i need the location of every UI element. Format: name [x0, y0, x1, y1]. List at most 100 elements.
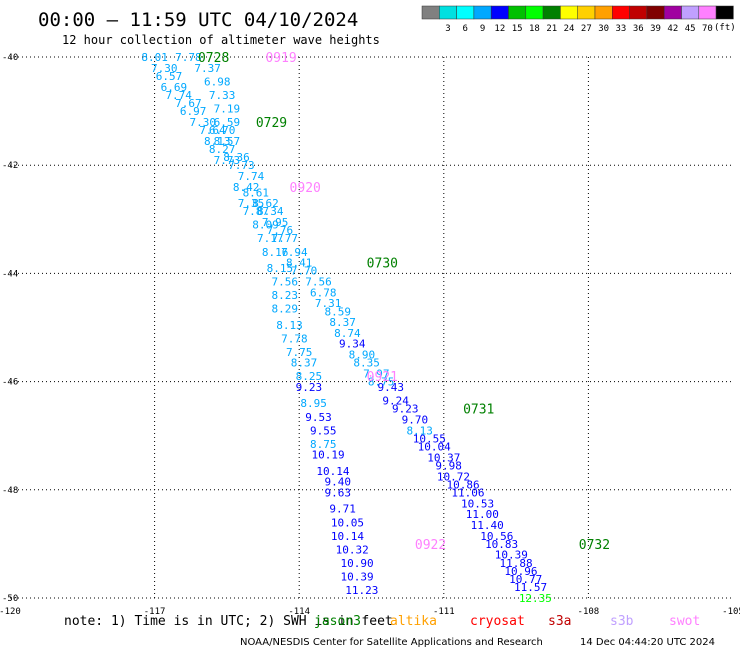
time-label: 0728	[198, 51, 229, 66]
swh-point: 7.37	[194, 62, 221, 75]
satellite-label: cryosat	[470, 614, 525, 629]
y-tick-label: -44	[2, 269, 18, 279]
y-tick-label: -50	[2, 594, 18, 604]
swh-point: 10.77	[509, 573, 542, 586]
swh-point: 10.53	[461, 497, 494, 510]
swh-point: 10.90	[340, 557, 373, 570]
swh-point: 9.24	[382, 395, 409, 408]
x-tick-label: -111	[433, 607, 455, 617]
colorbar-swatch	[525, 5, 544, 20]
swh-point: 7.77	[271, 232, 298, 245]
colorbar-swatch	[542, 5, 561, 20]
time-labels: 0728 0919 0729 0920 0730 0921 0731 0922 0732	[198, 51, 610, 553]
swh-point: 8.16	[262, 246, 289, 259]
colorbar-swatch	[698, 5, 717, 20]
swh-point: 8.13	[204, 135, 231, 148]
swh-point: 8.25	[296, 370, 323, 383]
x-tick-label: -105	[722, 607, 740, 617]
swh-point: 8.41	[286, 257, 313, 270]
swh-point: 10.56	[480, 530, 513, 543]
swh-point: 12.35	[519, 592, 552, 605]
swh-point: 8.36	[223, 151, 250, 164]
colorbar-swatch	[646, 5, 665, 20]
swh-point: 8.75	[310, 438, 337, 451]
swh-point: 10.83	[485, 538, 518, 551]
chart-title: 00:00 – 11:59 UTC 04/10/2024	[38, 9, 358, 31]
swh-point: 7.35	[238, 197, 265, 210]
swh-point: 8.23	[271, 289, 298, 302]
x-tick-label: -114	[288, 607, 310, 617]
swh-point: 6.97	[180, 105, 207, 118]
swh-point: 7.19	[214, 102, 241, 115]
time-label: 0919	[265, 51, 296, 66]
colorbar: 3 6 9 12 15 18 21 24 27 30 33 36 39 42 45 70	[421, 5, 734, 34]
time-label: 0920	[290, 181, 321, 196]
swh-point: 10.05	[331, 516, 364, 529]
axes: -120 -117 -114 -111 -108 -105 -40 -42 -44 -46 -48 -…	[0, 53, 740, 617]
swh-point: 10.96	[504, 565, 537, 578]
swh-point: 9.71	[329, 503, 356, 516]
swh-point: 8.59	[325, 305, 352, 318]
time-label: 0921	[367, 370, 398, 385]
y-tick-label: -48	[2, 486, 18, 496]
swh-point: 7.70	[291, 265, 318, 278]
colorbar-swatch	[663, 5, 682, 20]
time-label: 0731	[463, 403, 494, 418]
satellite-label: s3b	[610, 614, 634, 629]
swh-point: 10.39	[495, 549, 528, 562]
swh-point: 7.95	[262, 216, 289, 229]
swh-point: 7.31	[315, 297, 342, 310]
swh-point: 11.06	[451, 487, 484, 500]
swh-point: 7.76	[267, 224, 294, 237]
swh-point: 8.95	[300, 397, 327, 410]
swh-point: 7.94	[281, 246, 308, 259]
swh-point: 7.56	[271, 276, 298, 289]
swh-point: 8.74	[334, 327, 361, 340]
colorbar-swatch	[560, 5, 578, 20]
swh-point: 8.62	[252, 197, 279, 210]
colorbar-label: 30	[598, 24, 609, 34]
swh-point: 8.57	[214, 135, 241, 148]
swh-point: 7.74	[238, 170, 265, 183]
colorbar-label: 9	[480, 24, 485, 34]
swh-point: 6.98	[204, 75, 231, 88]
swh-point: 8.01	[141, 51, 168, 64]
swh-point: 8.90	[349, 349, 376, 362]
swh-point: 9.23	[392, 403, 419, 416]
colorbar-label: 36	[633, 24, 644, 34]
footer-credit: NOAA/NESDIS Center for Satellite Applica…	[240, 637, 543, 648]
swh-point: 8.27	[209, 143, 236, 156]
satellite-label: s3a	[548, 614, 571, 629]
swh-point: 10.55	[413, 432, 446, 445]
swh-point: 10.37	[427, 451, 460, 464]
colorbar-label: 27	[581, 24, 592, 34]
swh-point: 7.67	[175, 97, 202, 110]
x-tick-label: -117	[144, 607, 166, 617]
time-label: 0730	[367, 257, 398, 272]
colorbar-label: 3	[445, 24, 450, 34]
swh-point: 8.75	[368, 376, 395, 389]
colorbar-swatch	[681, 5, 700, 20]
swh-point: 9.34	[339, 338, 366, 351]
swh-point: 7.30	[151, 62, 178, 75]
colorbar-label: 24	[564, 24, 575, 34]
swh-point: 6.69	[161, 81, 188, 94]
data-points: 8.01 7.787.377.306.57 6.986.697.74 7.337.67…	[141, 51, 552, 605]
colorbar-swatch	[490, 5, 509, 20]
swh-point: 8.61	[243, 186, 270, 199]
colorbar-label: 12	[494, 24, 505, 34]
swh-point: 8.13	[276, 319, 303, 332]
x-tick-label: -108	[578, 607, 600, 617]
swh-point: 7.30	[190, 116, 217, 129]
swh-point: 8.15	[267, 262, 294, 275]
swh-point: 9.63	[325, 487, 352, 500]
colorbar-label: 42	[667, 24, 678, 34]
satellite-label: jason3	[314, 614, 361, 629]
swh-point: 7.78	[175, 51, 202, 64]
x-tick-label: -120	[0, 607, 21, 617]
swh-point: 7.87	[243, 205, 270, 218]
swh-point: 6.78	[310, 286, 337, 299]
footer-note: note: 1) Time is in UTC; 2) SWH is in fe…	[64, 614, 393, 629]
swh-point: 10.19	[312, 449, 345, 462]
